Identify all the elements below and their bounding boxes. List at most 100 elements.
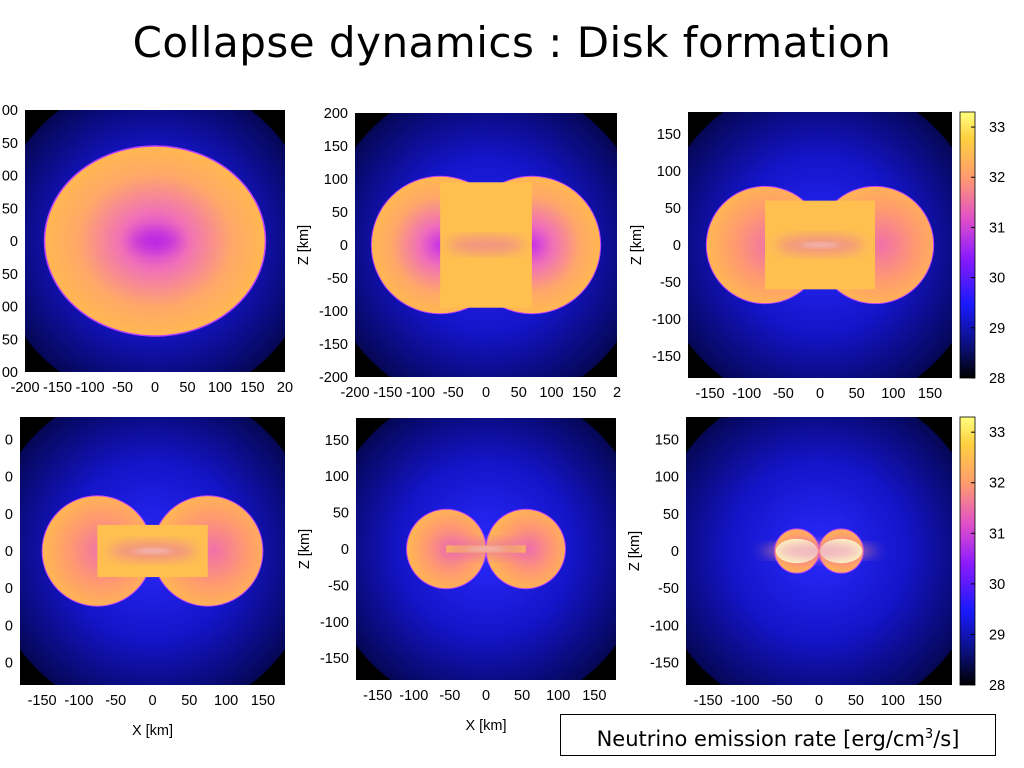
x-tick-label: 100	[539, 385, 563, 401]
x-tick-label: -50	[443, 385, 464, 401]
x-tick-label: -150	[373, 385, 402, 401]
x-tick-label: 150	[240, 380, 264, 396]
y-axis-label: Z [km]	[296, 225, 312, 265]
colorbar-tick-label: 30	[989, 577, 1005, 593]
y-tick-label: 100	[324, 172, 348, 188]
x-tick-label: 0	[148, 693, 156, 709]
x-tick-label: -50	[112, 380, 133, 396]
emission-core	[129, 231, 181, 251]
x-tick-label: 2	[613, 385, 621, 401]
emission-core	[446, 237, 526, 253]
x-axis-label: X [km]	[465, 718, 506, 734]
y-tick-label: 50	[333, 506, 349, 522]
heatmap-panel-bottom-middle: -150 -100 -50 0 50 100 150 150 100 50 0 -50 -100 -150…	[297, 418, 616, 734]
y-tick-label: 0	[5, 507, 13, 523]
x-tick-label: -100	[732, 386, 761, 402]
colorbar-tick-label: 32	[989, 170, 1005, 186]
y-tick-label: 50	[665, 201, 681, 217]
y-tick-label: -100	[320, 615, 349, 631]
y-tick-label: 0	[340, 238, 348, 254]
x-tick-label: 0	[815, 693, 823, 709]
colorbar-tick-label: 29	[989, 627, 1005, 643]
x-tick-label: -100	[64, 693, 93, 709]
y-tick-label: -50	[328, 578, 349, 594]
x-tick-label: -100	[399, 688, 428, 704]
y-tick-label: 150	[324, 139, 348, 155]
y-tick-label: -50	[327, 271, 348, 287]
y-tick-label: 50	[2, 201, 18, 217]
caption-sup: 3	[924, 727, 934, 742]
y-axis-label: Z [km]	[627, 531, 643, 571]
x-tick-label: 50	[849, 386, 865, 402]
emission-core	[774, 542, 864, 560]
x-tick-label: 20	[277, 380, 293, 396]
y-axis-label: Z [km]	[629, 225, 645, 265]
x-tick-label: 0	[151, 380, 159, 396]
x-tick-label: -50	[105, 693, 126, 709]
y-tick-label: 00	[2, 365, 18, 381]
y-tick-label: 0	[5, 470, 13, 486]
x-tick-label: -50	[773, 386, 794, 402]
y-tick-label: -50	[658, 581, 679, 597]
emission-core	[776, 236, 864, 254]
y-tick-label: 0	[5, 581, 13, 597]
y-tick-label: 0	[10, 234, 18, 250]
caption-prefix: Neutrino emission rate [erg/cm	[596, 727, 925, 751]
colorbar: 33 32 31 30 29 28	[959, 111, 1005, 387]
colorbar-tick-label: 31	[989, 220, 1005, 236]
y-tick-label: 50	[663, 507, 679, 523]
heatmap-panel-bottom-left: -150 -100 -50 0 50 100 150 0 0 0 0 0 0 0 X [km]	[5, 417, 285, 739]
y-tick-label: 0	[5, 618, 13, 634]
y-tick-label: 50	[2, 332, 18, 348]
x-tick-label: 0	[482, 688, 490, 704]
y-tick-label: 0	[5, 432, 13, 448]
x-tick-label: -100	[731, 693, 760, 709]
x-tick-label: 100	[208, 380, 232, 396]
colorbar-gradient	[959, 111, 976, 379]
heatmap-panel-top-middle: -200 -150 -100 -50 0 50 100 150 2200150100500-50…	[296, 106, 621, 401]
colorbar-tick-label: 32	[989, 476, 1005, 492]
y-tick-label: -150	[319, 337, 348, 353]
y-tick-label: 0	[5, 656, 13, 672]
y-tick-label: 0	[341, 542, 349, 558]
x-tick-label: -200	[10, 380, 39, 396]
colorbar-tick-label: 28	[989, 678, 1005, 694]
colorbar-tick-label: 33	[989, 120, 1005, 136]
x-tick-label: 150	[572, 385, 596, 401]
y-tick-label: 100	[657, 164, 681, 180]
y-tick-label: -100	[652, 312, 681, 328]
y-tick-label: 00	[2, 169, 18, 185]
y-tick-label: -100	[650, 618, 679, 634]
y-tick-label: -150	[650, 656, 679, 672]
x-tick-label: 0	[816, 386, 824, 402]
colorbar-tick-label: 29	[989, 321, 1005, 337]
y-tick-label: 100	[655, 470, 679, 486]
colorbar-tick-label: 28	[989, 371, 1005, 387]
colorbar-caption: Neutrino emission rate [erg/cm3/s]	[560, 714, 996, 756]
caption-suffix: /s]	[933, 727, 960, 751]
x-tick-label: -50	[439, 688, 460, 704]
y-tick-label: -100	[319, 304, 348, 320]
y-tick-label: 100	[325, 469, 349, 485]
x-tick-label: 50	[181, 693, 197, 709]
x-tick-label: -150	[28, 693, 57, 709]
y-tick-label: -50	[660, 275, 681, 291]
y-tick-label: -150	[652, 349, 681, 365]
y-tick-label: 0	[5, 544, 13, 560]
colorbar-gradient	[959, 416, 976, 686]
heatmap-panel-top-right: -150 -100 -50 0 50 100 150 150 100 50 0 -50 -100 -150…	[629, 111, 1005, 402]
x-tick-label: 100	[546, 688, 570, 704]
x-tick-label: 0	[482, 385, 490, 401]
y-tick-label: 50	[2, 267, 18, 283]
colorbar-tick-label: 33	[989, 425, 1005, 441]
y-tick-label: -200	[319, 370, 348, 386]
y-tick-label: -150	[320, 651, 349, 667]
y-tick-label: 50	[332, 205, 348, 221]
y-tick-label: 200	[324, 106, 348, 122]
slide-title: Collapse dynamics : Disk formation	[132, 18, 892, 67]
heatmap-panel-bottom-right: -150 -100 -50 0 50 100 150 150 100 50 0 -50 -100 -150…	[627, 416, 1005, 709]
y-tick-label: 150	[325, 433, 349, 449]
y-tick-label: 50	[2, 136, 18, 152]
y-tick-label: 150	[655, 432, 679, 448]
